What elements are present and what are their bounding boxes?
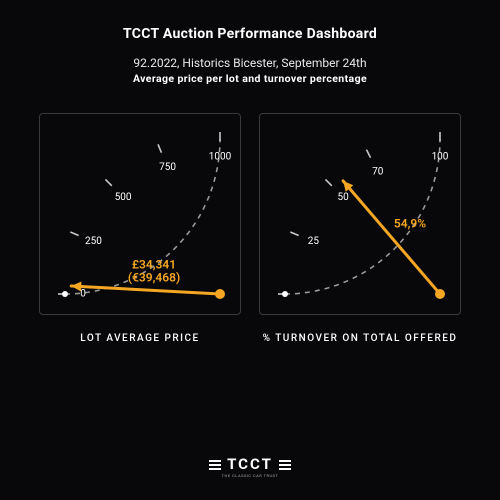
svg-text:(€39,468): (€39,468) [128, 270, 180, 284]
svg-text:54,9%: 54,9% [394, 216, 426, 230]
logo-subtitle: THE CLASSIC CAR TRUST [0, 473, 500, 478]
gauge-right-wrap: 25 50 70 100 54,9% % TURNOVER ON TOTAL OFFER… [259, 113, 461, 344]
svg-text:£34,341: £34,341 [132, 257, 176, 271]
page-metric: Average price per lot and turnover perce… [0, 72, 500, 85]
gauge-left-caption: LOT AVERAGE PRICE [39, 333, 241, 344]
svg-text:500: 500 [115, 192, 132, 203]
gauge-left-box: 0 250 500 750 1000 £34,341(€39,468) [39, 113, 241, 315]
svg-text:0: 0 [80, 289, 86, 300]
gauge-right-caption: % TURNOVER ON TOTAL OFFERED [259, 333, 461, 344]
svg-text:750: 750 [159, 162, 176, 173]
svg-text:50: 50 [338, 192, 350, 203]
gauge-left-svg: 0 250 500 750 1000 £34,341(€39,468) [40, 114, 240, 314]
dashboard-page: TCCT Auction Performance Dashboard 92.20… [0, 0, 500, 500]
svg-text:250: 250 [85, 236, 102, 247]
gauge-left-wrap: 0 250 500 750 1000 £34,341(€39,468) LOT AVERA… [39, 113, 241, 344]
logo-text: TCCT [209, 455, 291, 473]
gauges-row: 0 250 500 750 1000 £34,341(€39,468) LOT AVERA… [0, 113, 500, 344]
header: TCCT Auction Performance Dashboard 92.20… [0, 0, 500, 85]
logo-wrap: TCCT THE CLASSIC CAR TRUST [0, 454, 500, 478]
svg-text:1000: 1000 [209, 152, 232, 163]
page-title: TCCT Auction Performance Dashboard [0, 26, 500, 42]
svg-text:70: 70 [372, 167, 384, 178]
gauge-right-box: 25 50 70 100 54,9% [259, 113, 461, 315]
svg-text:100: 100 [432, 152, 449, 163]
svg-text:25: 25 [308, 236, 320, 247]
gauge-right-svg: 25 50 70 100 54,9% [260, 114, 460, 314]
page-date: 92.2022, Historics Bicester, September 2… [0, 56, 500, 70]
